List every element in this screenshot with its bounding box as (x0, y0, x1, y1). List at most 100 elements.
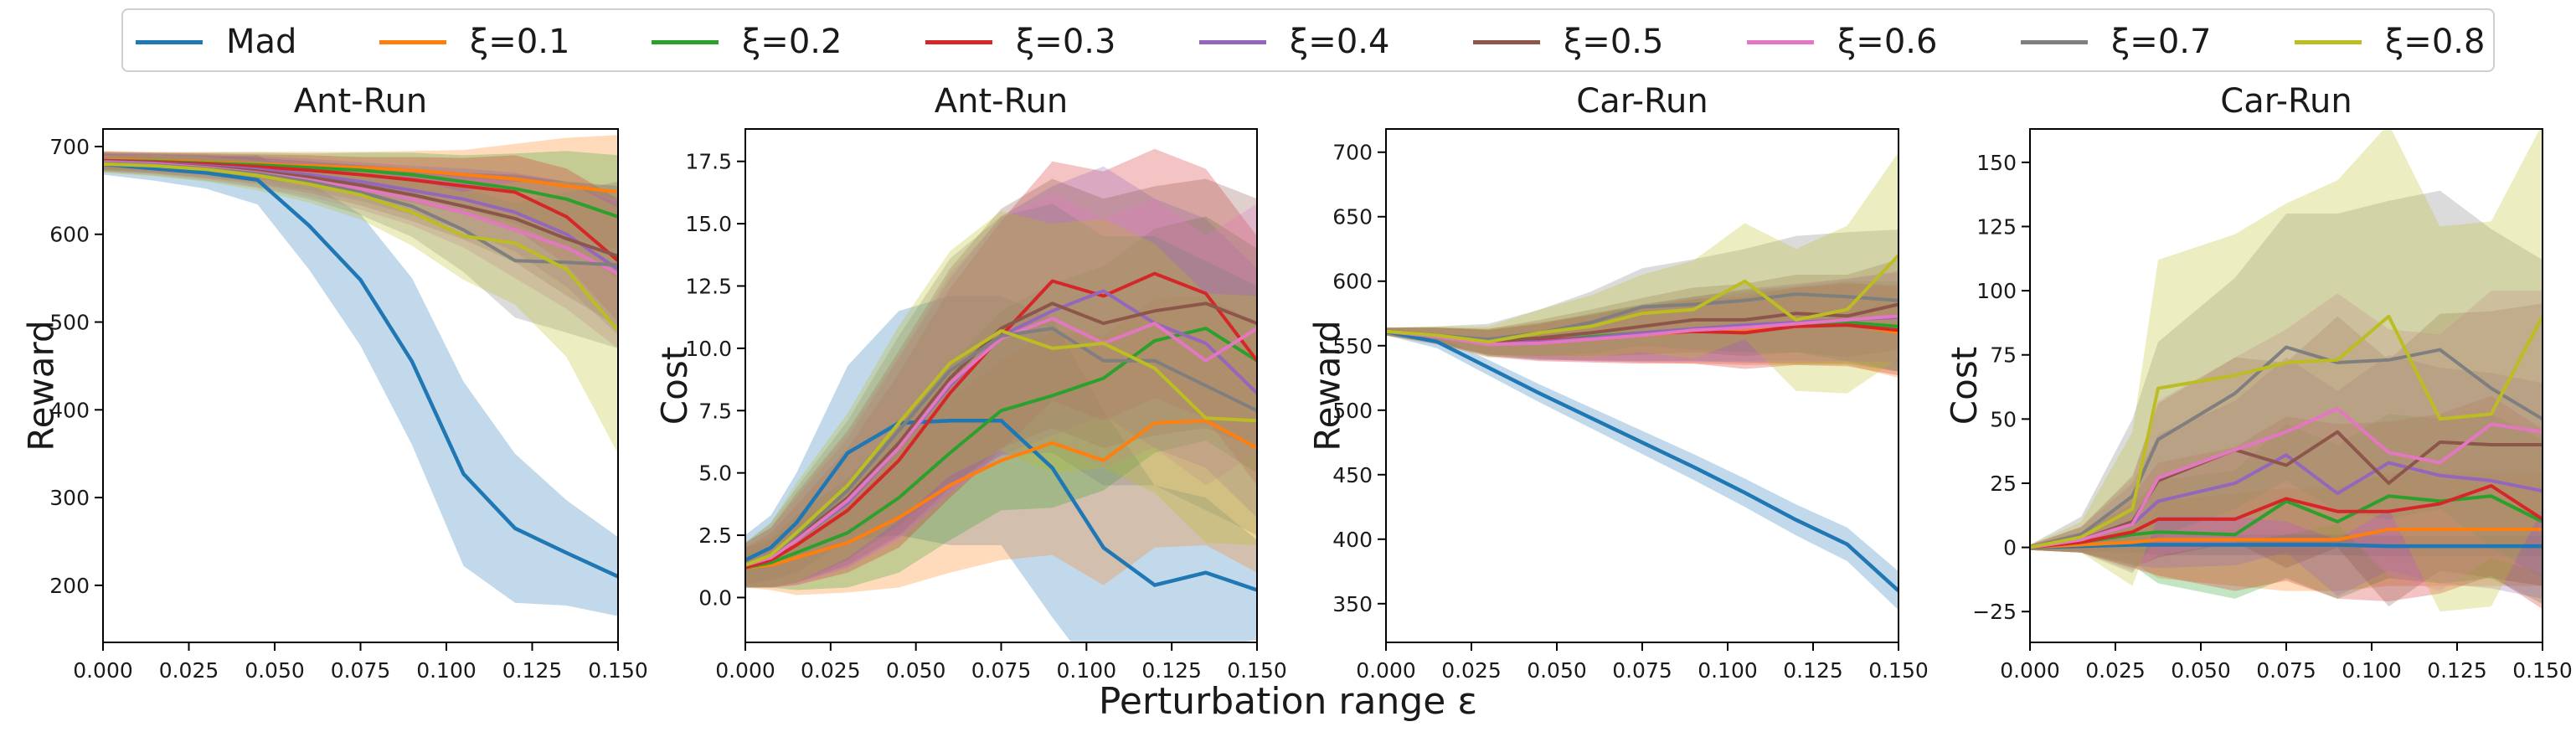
x-tick-label: 0.150 (2512, 658, 2573, 683)
y-tick-label: 125 (1976, 214, 2017, 239)
confidence-band (103, 152, 618, 322)
series-line (103, 162, 618, 332)
panel-title: Ant-Run (293, 82, 428, 121)
plot-area (2030, 129, 2543, 612)
x-tick-label: 0.025 (801, 658, 861, 683)
x-tick-label: 0.000 (1356, 658, 1416, 683)
panel-title: Car-Run (2220, 82, 2352, 121)
panel-title: Car-Run (1576, 82, 1708, 121)
series-line (745, 419, 1257, 570)
x-tick-label: 0.100 (1057, 658, 1117, 683)
legend-item: ξ=0.7 (2021, 10, 2211, 74)
confidence-band (1386, 152, 1899, 394)
legend-swatch (1747, 39, 1814, 44)
y-tick-label: 600 (1332, 270, 1373, 294)
x-tick-label: 0.025 (159, 658, 219, 683)
y-tick-label: 50 (1990, 407, 2017, 431)
y-tick-label: 700 (49, 135, 90, 159)
series-line (1386, 254, 1899, 344)
legend-label: ξ=0.6 (1837, 23, 1938, 61)
series-line (2030, 484, 2543, 549)
x-tick-label: 0.000 (715, 658, 775, 683)
y-tick-label: 7.5 (698, 399, 732, 423)
y-tick-label: 0 (2003, 536, 2017, 560)
series-line (103, 162, 618, 579)
x-tick-label: 0.125 (1141, 658, 1202, 683)
y-tick-label: 0.0 (698, 585, 732, 610)
x-tick-label: 0.100 (2342, 658, 2402, 683)
legend-swatch (2295, 39, 2362, 44)
y-tick-label: 150 (1976, 151, 2017, 175)
confidence-band (103, 152, 618, 336)
confidence-band (103, 154, 618, 348)
legend: Mad ξ=0.1 ξ=0.2 ξ=0.3 ξ=0.4 ξ=0.5 ξ=0.6 ξ=0.7 ξ=… (121, 8, 2495, 72)
legend-item: ξ=0.6 (1747, 10, 1937, 74)
confidence-band (745, 204, 1257, 588)
legend-item: ξ=0.5 (1473, 10, 1663, 74)
y-tick-label: 100 (1976, 279, 2017, 303)
y-tick-label: 75 (1990, 343, 2017, 368)
confidence-band (745, 296, 1257, 595)
x-tick-label: 0.025 (2085, 658, 2146, 683)
series-line (2030, 314, 2543, 549)
legend-item: ξ=0.2 (652, 10, 842, 74)
series-line (745, 271, 1257, 570)
y-tick-label: 15.0 (685, 212, 732, 236)
legend-item: ξ=0.8 (2295, 10, 2485, 74)
plot-area (1386, 152, 1899, 611)
legend-label: ξ=0.2 (742, 23, 842, 61)
y-tick-label: 300 (49, 486, 90, 510)
panel-title: Ant-Run (934, 82, 1069, 121)
x-tick-label: 0.150 (1868, 658, 1929, 683)
x-tick-label: 0.050 (2171, 658, 2231, 683)
y-tick-label: 350 (1332, 592, 1373, 616)
legend-item: ξ=0.3 (925, 10, 1115, 74)
series-line (2030, 543, 2543, 549)
x-tick-label: 0.000 (2000, 658, 2060, 683)
series-line (2030, 528, 2543, 549)
y-tick-label: 600 (49, 223, 90, 247)
confidence-band (103, 155, 618, 454)
y-tick-label: 17.5 (685, 150, 732, 174)
y-tick-label: 2.5 (698, 523, 732, 548)
confidence-band (103, 153, 618, 348)
confidence-band (103, 151, 618, 279)
series-line (1386, 314, 1899, 347)
series-line (745, 418, 1257, 592)
y-tick-label: −25 (1972, 600, 2017, 624)
legend-label: ξ=0.1 (470, 23, 570, 61)
legend-swatch (2021, 39, 2088, 44)
series-line (2030, 407, 2543, 549)
series-line (745, 329, 1257, 567)
y-tick-label: 10.0 (685, 337, 732, 361)
x-tick-label: 0.075 (971, 658, 1032, 683)
confidence-band (745, 296, 1257, 642)
y-tick-label: 450 (1332, 463, 1373, 487)
series-line (2030, 345, 2543, 549)
confidence-band (1386, 282, 1899, 379)
confidence-band (2030, 354, 2543, 599)
x-tick-label: 0.075 (2256, 658, 2316, 683)
legend-label: ξ=0.4 (1290, 23, 1390, 61)
legend-label: Mad (226, 23, 297, 61)
y-tick-label: 500 (49, 311, 90, 335)
x-tick-label: 0.150 (588, 658, 648, 683)
x-tick-label: 0.075 (331, 658, 391, 683)
plot-area (745, 148, 1257, 642)
legend-swatch (652, 39, 719, 44)
legend-swatch (1473, 39, 1540, 44)
confidence-band (745, 193, 1257, 588)
legend-item: Mad (136, 10, 296, 74)
legend-swatch (379, 39, 446, 44)
x-tick-label: 0.050 (245, 658, 305, 683)
legend-item: ξ=0.1 (379, 10, 569, 74)
series-line (1386, 329, 1899, 593)
y-tick-label: 12.5 (685, 274, 732, 298)
confidence-band (745, 216, 1257, 590)
y-tick-label: 200 (49, 574, 90, 598)
confidence-band (1386, 283, 1899, 376)
x-tick-label: 0.050 (1527, 658, 1587, 683)
